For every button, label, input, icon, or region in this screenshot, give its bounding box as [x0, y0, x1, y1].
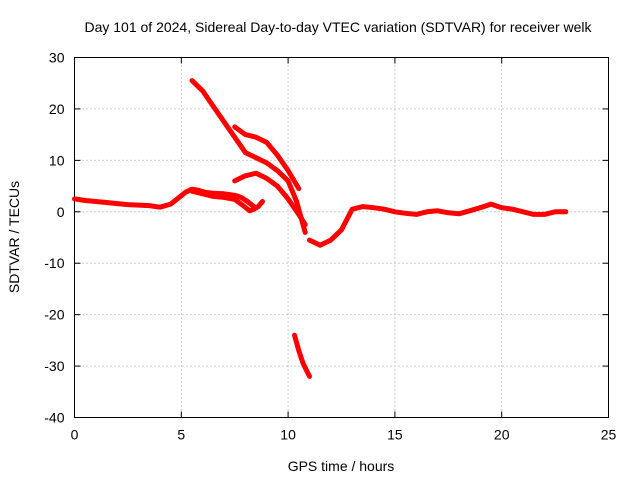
y-tick-label: -20: [44, 307, 64, 323]
y-tick-label: -40: [44, 410, 64, 426]
series-group: [72, 78, 569, 379]
series-arc-main-2: [189, 188, 265, 214]
tick-labels: 0 5 10 15 20 25 30 20 10 0 -10 -20 -30 -40: [44, 50, 616, 443]
y-tick-label: 30: [49, 50, 65, 66]
series-arc-descend-mid: [232, 124, 302, 192]
y-tick-label: -30: [44, 358, 64, 374]
series-arc-main-1: [72, 186, 257, 210]
y-tick-label: -10: [44, 255, 64, 271]
y-tick-label: 10: [49, 152, 65, 168]
x-tick-label: 15: [387, 427, 403, 443]
x-tick-label: 20: [494, 427, 510, 443]
x-tick-label: 5: [177, 427, 185, 443]
plot-frame: [74, 57, 609, 418]
series-arc-descend-high: [189, 78, 308, 235]
y-tick-label: 20: [49, 101, 65, 117]
y-tick-label: 0: [57, 204, 65, 220]
y-axis-label: SDTVAR / TECUs: [6, 181, 22, 293]
x-tick-label: 10: [280, 427, 296, 443]
axis-ticks: [74, 57, 609, 418]
series-arc-recovery: [307, 201, 569, 248]
x-tick-label: 25: [601, 427, 617, 443]
x-tick-label: 0: [71, 427, 79, 443]
grid: [74, 57, 609, 418]
series-arc-descend-low: [232, 170, 308, 228]
x-axis-label: GPS time / hours: [288, 458, 395, 474]
series-arc-drop: [292, 332, 312, 379]
chart-title: Day 101 of 2024, Sidereal Day-to-day VTE…: [84, 19, 592, 35]
